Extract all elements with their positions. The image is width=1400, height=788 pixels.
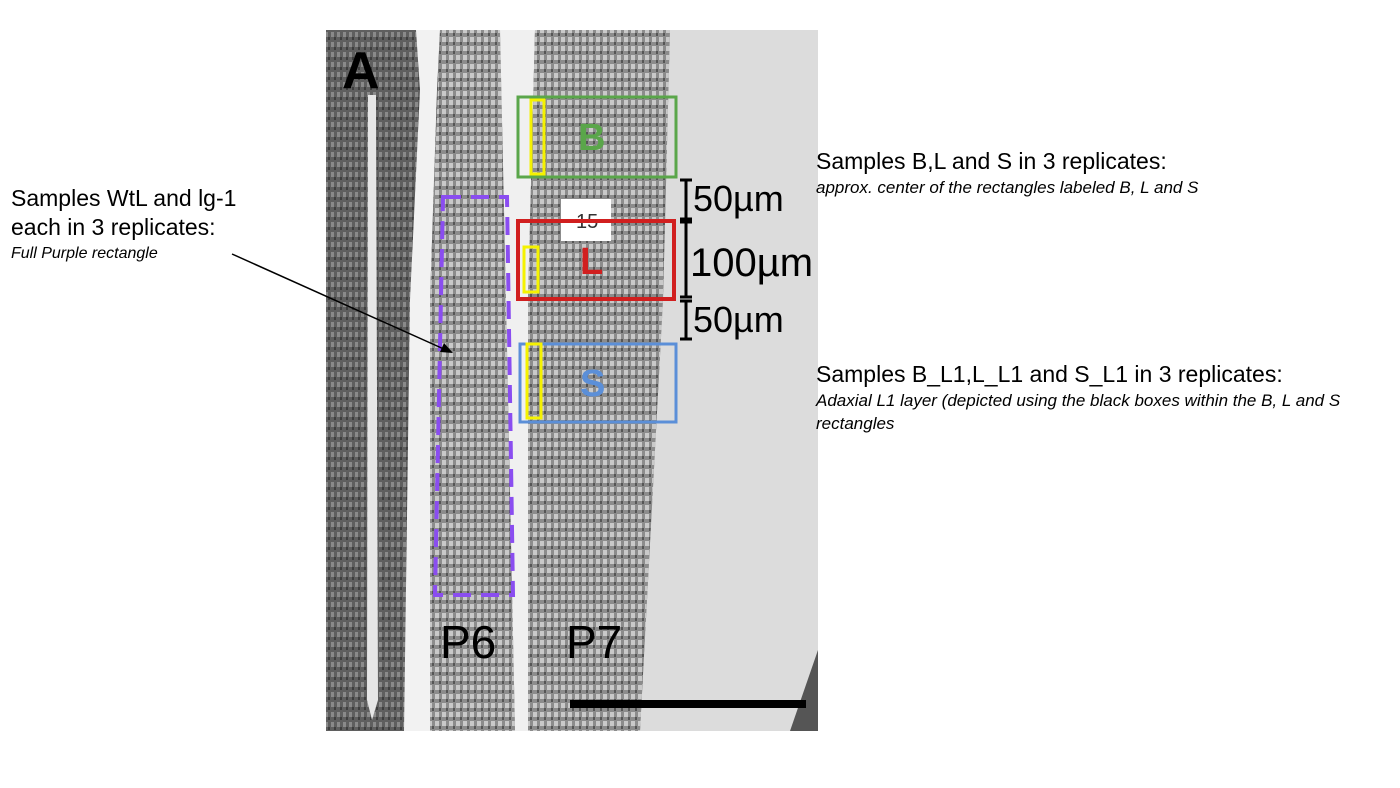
region-l-box — [516, 219, 676, 301]
region-b-label: B — [578, 117, 605, 159]
region-s-label: S — [580, 363, 605, 405]
region-s-box — [518, 342, 678, 424]
p6-label: P6 — [440, 616, 496, 668]
panel-letter: A — [342, 42, 380, 100]
distance-bottom: 50µm — [693, 299, 784, 340]
pointer-arrow — [231, 253, 453, 353]
distance-middle: 100µm — [690, 241, 813, 285]
note-bls-sub: approx. center of the rectangles labeled… — [816, 178, 1199, 197]
wt-region-outline — [432, 195, 516, 597]
distance-top: 50µm — [693, 178, 784, 219]
region-l-label: L — [580, 241, 603, 283]
region-b-box — [516, 95, 678, 179]
corner-shadow — [790, 650, 818, 731]
micrograph: A P6 P7 B 15 L S — [326, 30, 818, 731]
note-l1-samples: Samples B_L1,L_L1 and S_L1 in 3 replicat… — [816, 360, 1376, 435]
distance-brackets — [680, 178, 692, 341]
left-slit — [367, 95, 378, 720]
scale-bar — [570, 700, 806, 708]
note-bls-samples: Samples B,L and S in 3 replicates: appro… — [816, 147, 1376, 199]
region-b-l1-box — [529, 98, 546, 176]
region-l-l1-box — [522, 245, 540, 294]
note-l1-head: Samples B_L1,L_L1 and S_L1 in 3 replicat… — [816, 361, 1283, 387]
note-l1-sub: Adaxial L1 layer (depicted using the bla… — [816, 391, 1341, 433]
note-wt-sub: Full Purple rectangle — [11, 245, 158, 262]
note-wt-samples: Samples WtL and lg-1 each in 3 replicate… — [11, 184, 331, 265]
p6-leaf — [430, 30, 515, 731]
note-bls-head: Samples B,L and S in 3 replicates: — [816, 148, 1167, 174]
leaf-gap-left — [404, 30, 440, 731]
note-wt-line2: each in 3 replicates: — [11, 214, 216, 240]
region-s-l1-box — [525, 342, 543, 420]
p7-label: P7 — [566, 616, 622, 668]
note-wt-line1: Samples WtL and lg-1 — [11, 185, 237, 211]
